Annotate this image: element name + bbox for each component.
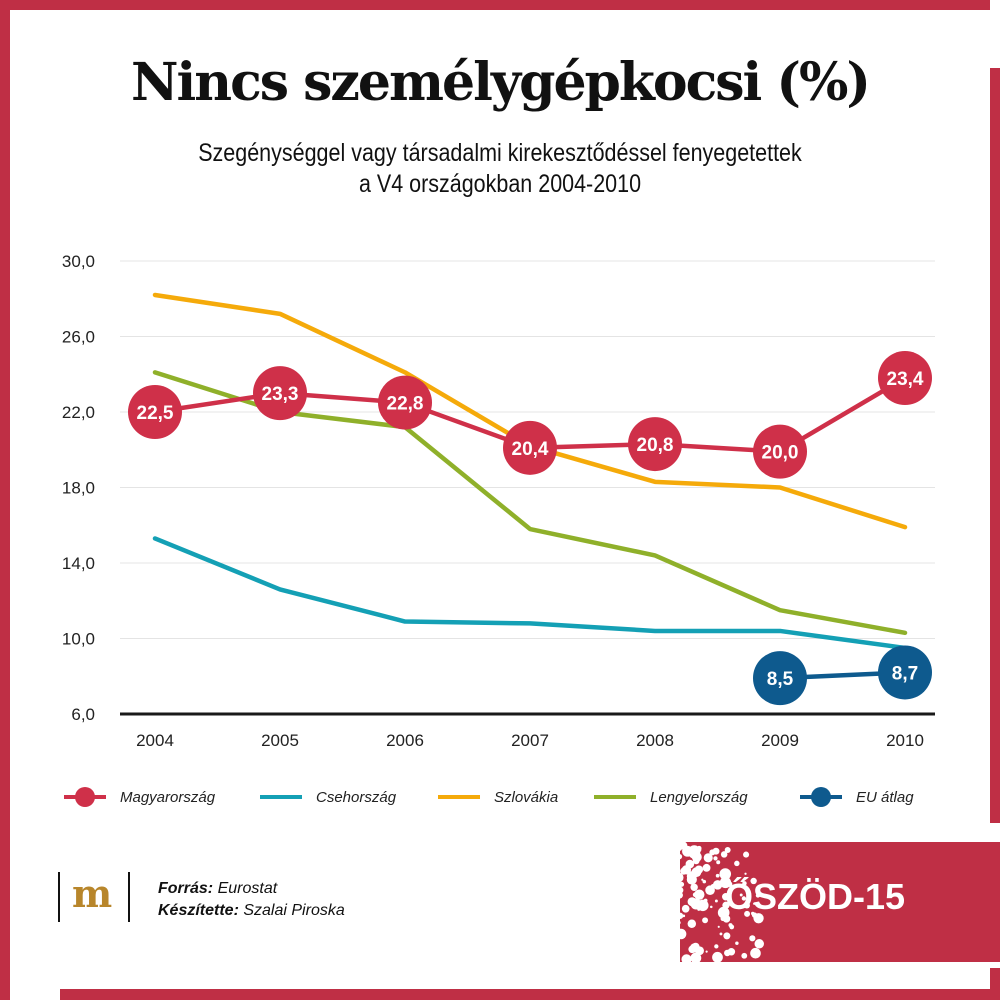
x-axis-ticks: 2004 2005 2006 2007 2008 2009 2010 xyxy=(136,731,924,750)
frame-left-border xyxy=(0,0,10,1000)
x-tick-label: 2005 xyxy=(261,731,299,750)
publisher-logo: m xyxy=(58,872,132,922)
data-label: 20,0 xyxy=(762,443,799,464)
legend-marker-line-circle-icon xyxy=(800,787,842,807)
series-lines xyxy=(152,292,908,681)
author-value: Szalai Piroska xyxy=(243,902,345,919)
legend-line-icon xyxy=(594,795,636,799)
legend-item-szlovakia[interactable]: Szlovákia xyxy=(436,785,558,809)
data-point-marker xyxy=(378,375,432,430)
data-point-magyarorszag: 22,8 xyxy=(378,375,432,430)
subtitle-line-2: a V4 országokban 2004-2010 xyxy=(358,170,642,198)
y-tick-label: 22,0 xyxy=(62,403,95,422)
data-label: 22,8 xyxy=(387,394,424,415)
data-point-marker xyxy=(628,417,682,472)
x-tick-label: 2004 xyxy=(136,731,174,750)
y-tick-label: 6,0 xyxy=(71,705,95,724)
x-tick-label: 2008 xyxy=(636,731,674,750)
data-point-magyarorszag: 20,0 xyxy=(753,424,807,479)
y-tick-label: 30,0 xyxy=(62,252,95,271)
frame-right-border xyxy=(990,68,1000,823)
data-point-magyarorszag: 20,8 xyxy=(628,417,682,472)
data-point-magyarorszag: 22,5 xyxy=(128,385,182,439)
y-tick-label: 14,0 xyxy=(62,554,95,573)
data-point-magyarorszag: 23,3 xyxy=(253,366,307,421)
y-tick-label: 26,0 xyxy=(62,328,95,347)
legend-item-csehorszag[interactable]: Csehország xyxy=(258,785,396,809)
data-point-marker xyxy=(503,420,557,475)
grunge-splatter-decoration xyxy=(640,842,765,962)
data-point-marker xyxy=(878,351,932,406)
data-point-magyarorszag: 23,4 xyxy=(878,351,932,406)
subtitle-line-1: Szegénységgel vagy társadalmi kirekesztő… xyxy=(198,139,802,167)
data-point-magyarorszag: 20,4 xyxy=(503,420,557,475)
credits: Forrás: Eurostat Készítette: Szalai Piro… xyxy=(158,878,345,922)
author-line: Készítette: Szalai Piroska xyxy=(158,900,345,922)
legend-line-icon xyxy=(438,795,480,799)
y-axis-ticks: 30,0 26,0 22,0 18,0 14,0 10,0 6,0 xyxy=(62,252,95,724)
logo-divider-left xyxy=(58,872,60,922)
source-value: Eurostat xyxy=(217,880,278,897)
data-point-marker xyxy=(753,651,807,706)
data-label: 22,5 xyxy=(137,403,174,424)
legend-item-magyarorszag[interactable]: Magyarország xyxy=(62,785,215,809)
data-point-marker xyxy=(253,366,307,421)
frame-top-border xyxy=(0,0,990,10)
chart-title: Nincs személygépkocsi (%) xyxy=(130,52,871,113)
data-point-eu-atlag: 8,7 xyxy=(878,645,932,700)
legend-label: Lengyelország xyxy=(650,788,748,806)
x-tick-label: 2006 xyxy=(386,731,424,750)
series-line-csehorszag xyxy=(152,536,908,651)
legend-item-lengyelorszag[interactable]: Lengyelország xyxy=(592,785,748,809)
legend-line-icon xyxy=(260,795,302,799)
chart-subtitle: Szegénységgel vagy társadalmi kirekesztő… xyxy=(70,138,930,200)
legend-item-eu-atlag[interactable]: EU átlag xyxy=(798,785,914,809)
data-point-marker xyxy=(128,385,182,439)
data-point-marker xyxy=(878,645,932,700)
data-label: 20,4 xyxy=(512,439,549,460)
source-label: Forrás: xyxy=(158,880,214,897)
chart-legend: Magyarország Csehország Szlovákia Lengye… xyxy=(62,785,942,809)
legend-label: Szlovákia xyxy=(494,788,559,806)
y-tick-label: 18,0 xyxy=(62,479,95,498)
line-chart: 30,0 26,0 22,0 18,0 14,0 10,0 6,0 2004 2005 2006… xyxy=(62,252,935,750)
legend-label: Csehország xyxy=(316,788,397,806)
data-label: 8,7 xyxy=(892,663,918,684)
x-tick-label: 2009 xyxy=(761,731,799,750)
data-point-eu-atlag: 8,5 xyxy=(753,651,807,706)
frame-bottom-border xyxy=(60,989,1000,1000)
frame-right-bottom-border xyxy=(990,968,1000,1000)
x-tick-label: 2007 xyxy=(511,731,549,750)
brand-banner xyxy=(640,842,1000,962)
logo-divider-right xyxy=(128,872,130,922)
data-label: 20,8 xyxy=(637,435,674,456)
legend-label: EU átlag xyxy=(856,788,914,806)
brand-name: ŐSZÖD-15 xyxy=(725,876,906,917)
y-tick-label: 10,0 xyxy=(62,630,95,649)
logo-letter: m xyxy=(72,871,113,916)
author-label: Készítette: xyxy=(158,902,239,919)
x-tick-label: 2010 xyxy=(886,731,924,750)
source-line: Forrás: Eurostat xyxy=(158,878,345,900)
data-label: 23,4 xyxy=(887,369,924,390)
data-point-marker xyxy=(753,424,807,479)
grid-lines xyxy=(120,260,935,716)
data-label: 23,3 xyxy=(262,384,299,405)
data-label: 8,5 xyxy=(767,669,794,690)
series-markers: 22,5 23,3 22,8 20,4 20,8 20,0 23,4 8,5 8,7 xyxy=(128,351,932,706)
legend-marker-line-circle-icon xyxy=(64,787,106,807)
legend-label: Magyarország xyxy=(120,788,216,806)
